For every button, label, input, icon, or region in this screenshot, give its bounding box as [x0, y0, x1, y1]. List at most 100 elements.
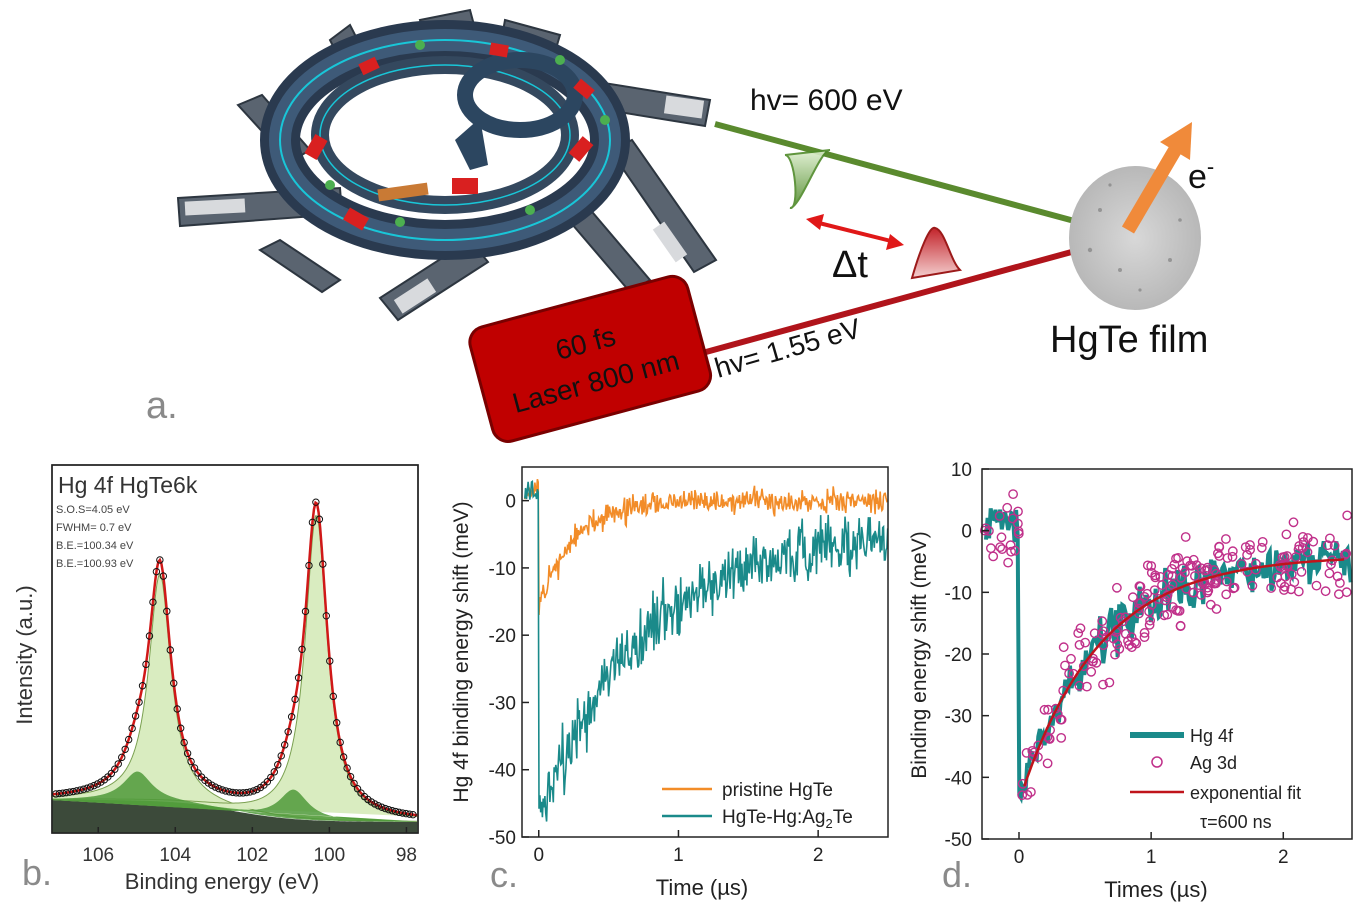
- ag3d-point: [1180, 532, 1191, 542]
- data-point: [371, 800, 379, 808]
- ag3d-point: [1257, 537, 1268, 547]
- ag3d-point: [1013, 506, 1023, 517]
- ag3d-point: [1212, 548, 1223, 559]
- y-tick-label: -10: [945, 583, 972, 604]
- data-point: [187, 757, 195, 766]
- ag3d-point: [1222, 553, 1233, 563]
- data-point: [72, 787, 81, 795]
- ag3d-point: [1149, 585, 1160, 596]
- ag3d-point: [1007, 513, 1018, 524]
- data-point: [333, 719, 341, 727]
- ag3d-point: [1236, 559, 1247, 569]
- data-point: [246, 788, 254, 796]
- data-point: [90, 781, 98, 790]
- ag3d-point: [1155, 572, 1166, 582]
- ag3d-point: [1144, 619, 1155, 630]
- ag-hg-shift-panel: 0 1 2 10 0 -10 -20 -30 -40 -50 Hg 4f Ag 3d expone…: [908, 460, 1353, 902]
- data-point: [138, 682, 147, 690]
- ag3d-point: [1196, 589, 1207, 600]
- data-point: [86, 783, 95, 791]
- ag3d-point: [1003, 557, 1014, 568]
- ag3d-point: [1297, 532, 1308, 542]
- hgte-film: [1069, 166, 1201, 310]
- ag3d-point: [1097, 616, 1108, 627]
- series-line-1: [524, 479, 889, 822]
- ag3d-point: [1211, 604, 1222, 614]
- x-tick-label: 1: [1146, 847, 1157, 868]
- ag3d-point: [1086, 666, 1097, 677]
- ag3d-point: [1329, 540, 1340, 551]
- ag3d-point: [1174, 605, 1185, 616]
- ag3d-point: [1073, 628, 1084, 639]
- ag3d-point: [1289, 577, 1300, 588]
- ag3d-point: [1075, 623, 1086, 634]
- ag3d-point: [1008, 489, 1019, 499]
- ag3d-point: [1288, 517, 1299, 528]
- data-point: [218, 786, 226, 794]
- data-point: [163, 607, 171, 615]
- series-line-fit: [1023, 558, 1345, 787]
- data-point: [312, 498, 320, 506]
- y-tick-label: -50: [489, 828, 516, 849]
- delay-arrow: [806, 214, 904, 250]
- ag3d-point: [1043, 704, 1054, 715]
- laser-beam: [694, 233, 1131, 358]
- ag3d-point: [1311, 580, 1322, 591]
- panel-label-c: c.: [490, 854, 518, 895]
- ag3d-point: [1056, 732, 1067, 743]
- data-point: [59, 789, 67, 797]
- ag3d-point: [1066, 653, 1076, 664]
- annotation-fwhm: FWHM= 0.7 eV: [56, 522, 132, 534]
- data-point: [228, 788, 237, 797]
- laser-energy-label: hv= 1.55 eV: [711, 312, 864, 383]
- data-point: [131, 712, 140, 720]
- x-tick-label: 0: [1014, 847, 1025, 868]
- ag3d-point: [1104, 677, 1115, 688]
- delay-label: Δt: [832, 244, 868, 286]
- data-point: [239, 789, 247, 797]
- y-tick-label: 0: [961, 522, 972, 543]
- ag3d-point: [1196, 563, 1207, 574]
- data-point: [291, 695, 299, 704]
- panel-label-a: a.: [146, 385, 178, 427]
- annotation-be2: B.E.=100.93 eV: [56, 558, 134, 570]
- y-tick-label: 0: [505, 492, 516, 513]
- xray-pulse: [784, 149, 831, 209]
- ag3d-point: [1124, 640, 1135, 650]
- ag3d-point: [1074, 639, 1085, 650]
- ag3d-point: [1120, 628, 1131, 639]
- ag3d-point: [1169, 559, 1180, 570]
- ag3d-point: [1126, 642, 1137, 653]
- ag3d-point: [986, 543, 996, 554]
- ag3d-point: [1133, 603, 1144, 614]
- ag3d-point: [1010, 545, 1020, 556]
- ag3d-point: [1142, 560, 1153, 571]
- legend-hg4f: Hg 4f: [1190, 726, 1234, 746]
- binding-shift-panel: 0 1 2 0 -10 -20 -30 -40 -50 pristine HgTe HgTe-H…: [450, 466, 889, 900]
- ag3d-point: [1175, 621, 1186, 632]
- ag3d-point: [1006, 546, 1017, 557]
- data-point: [190, 764, 199, 772]
- data-point: [322, 612, 331, 620]
- x-tick-label: 2: [813, 845, 824, 866]
- y-tick-label: 10: [951, 460, 972, 481]
- data-point: [374, 802, 383, 810]
- ag3d-point: [1088, 656, 1099, 667]
- data-point: [405, 810, 414, 818]
- ag3d-point: [1064, 668, 1075, 679]
- background-area: [52, 799, 418, 833]
- ag3d-point: [1302, 547, 1313, 558]
- legend-fit: exponential fit: [1190, 783, 1301, 803]
- ag3d-point: [1145, 615, 1156, 626]
- data-point: [55, 789, 64, 798]
- sample-label: HgTe film: [1050, 319, 1208, 361]
- data-point: [308, 518, 317, 527]
- ag3d-point: [1080, 637, 1091, 648]
- data-point: [274, 761, 282, 769]
- data-point: [83, 784, 91, 792]
- x-tick-label: 1: [673, 845, 684, 866]
- data-point: [180, 738, 188, 747]
- data-point: [149, 598, 157, 606]
- data-point: [294, 674, 303, 682]
- ag3d-point: [1162, 609, 1173, 620]
